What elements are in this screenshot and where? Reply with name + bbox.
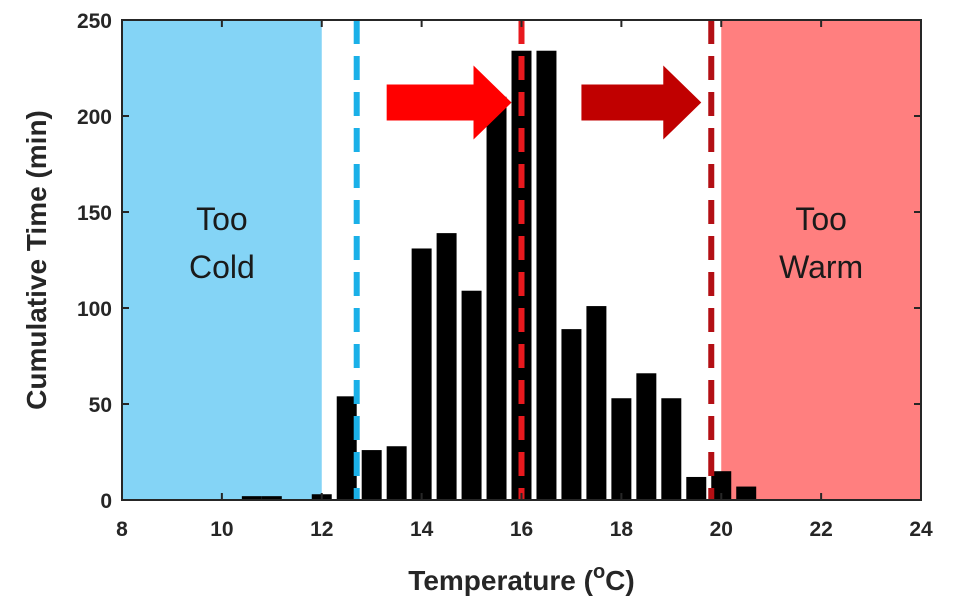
x-tick-label-5: 18 (610, 518, 634, 541)
bar-15 (636, 373, 657, 500)
x-axis-label-main: Temperature ( (408, 565, 593, 596)
bar-13 (586, 306, 607, 500)
y-tick-label-4: 200 (77, 106, 112, 129)
x-axis-label-unit: C) (605, 565, 635, 596)
bar-16 (661, 398, 682, 500)
region-shade-1 (721, 20, 921, 500)
y-tick-label-1: 50 (89, 394, 112, 417)
x-axis-label-superscript: o (593, 561, 605, 583)
x-tick-label-6: 20 (710, 518, 733, 541)
bar-0 (241, 496, 262, 500)
y-tick-label-0: 0 (100, 490, 112, 513)
bar-3 (336, 396, 357, 500)
shift-arrow-0 (386, 65, 512, 140)
bar-17 (686, 476, 707, 500)
bar-9 (486, 96, 507, 501)
bar-5 (386, 446, 407, 500)
region-label-1-line-0: Too (795, 201, 847, 237)
x-tick-label-2: 12 (310, 518, 333, 541)
shift-arrow-1 (581, 65, 702, 140)
y-tick-label-3: 150 (77, 202, 112, 225)
y-axis-ticks: 0 50 100 150 200 250 (77, 10, 921, 513)
region-label-0-line-0: Too (196, 201, 248, 237)
y-tick-label-5: 250 (77, 10, 112, 33)
x-tick-label-8: 24 (909, 518, 933, 541)
bar-1 (261, 496, 282, 500)
x-tick-label-4: 16 (510, 518, 533, 541)
x-tick-label-1: 10 (210, 518, 233, 541)
region-label-0-line-1: Cold (189, 249, 255, 285)
bar-6 (411, 248, 432, 500)
bar-11 (536, 50, 557, 500)
region-shade-0 (122, 20, 322, 500)
region-backgrounds (122, 20, 921, 500)
bar-18 (711, 471, 732, 500)
bar-4 (361, 450, 382, 500)
bar-19 (736, 486, 757, 500)
y-tick-label-2: 100 (77, 298, 112, 321)
x-tick-label-7: 22 (809, 518, 832, 541)
y-axis-label: Cumulative Time (min) (21, 110, 52, 410)
bar-12 (561, 329, 582, 500)
x-axis-label: Temperature (oC) (408, 561, 634, 596)
region-label-1-line-1: Warm (779, 249, 863, 285)
threshold-lines (353, 20, 715, 500)
bar-7 (436, 233, 457, 500)
x-axis-ticks: 8 10 12 14 16 18 20 22 24 (116, 20, 933, 541)
bar-14 (611, 398, 632, 500)
region-labels: Too Cold Too Warm (189, 201, 863, 285)
x-tick-label-0: 8 (116, 518, 128, 541)
x-tick-label-3: 14 (410, 518, 434, 541)
shift-arrows (386, 65, 702, 140)
bar-8 (461, 290, 482, 500)
histogram-bars (241, 50, 757, 501)
